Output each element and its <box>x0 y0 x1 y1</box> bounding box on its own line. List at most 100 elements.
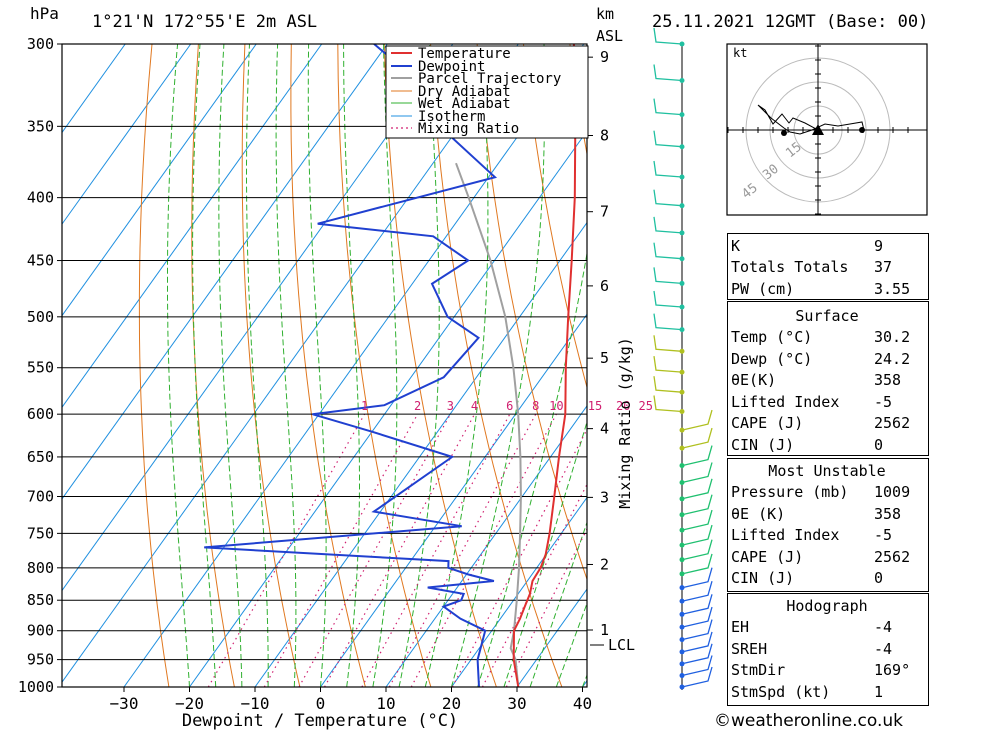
legend-temperature: Temperature <box>418 46 511 62</box>
surface-row: CIN (J) 0 <box>727 434 927 456</box>
row-value: 1009 <box>874 483 911 502</box>
wind-barb <box>653 27 683 45</box>
surface-row: Lifted Index -5 <box>727 391 927 413</box>
wind-barb <box>681 567 713 589</box>
wind-barb <box>653 290 683 308</box>
asl-label: ASL <box>596 27 624 45</box>
pressure-tick-label: 750 <box>27 524 54 542</box>
row-label: SREH <box>731 639 768 658</box>
surface-box <box>727 301 929 456</box>
surface-title: Surface <box>795 306 859 325</box>
row-label: CIN (J) <box>731 569 795 588</box>
wind-barb <box>653 335 683 352</box>
mixing-ratio-label: 2 <box>414 399 421 413</box>
index-label: PW (cm) <box>731 279 795 298</box>
temperature-tick-label: 0 <box>316 694 326 713</box>
pressure-tick-label: 400 <box>27 189 54 207</box>
wind-barb-point <box>679 112 685 118</box>
wind-barb <box>681 655 713 677</box>
temperature-tick-label: 30 <box>507 694 526 713</box>
wind-barb-point <box>679 527 685 533</box>
row-label: Pressure (mb) <box>731 483 849 502</box>
row-label: CAPE (J) <box>731 547 804 566</box>
hodograph-title: Hodograph <box>786 596 868 615</box>
wind-barb-point <box>679 496 685 502</box>
wind-barb-point <box>679 637 685 643</box>
wind-barb-point <box>679 327 685 333</box>
surface-table: Surface Temp (°C) 30.2 Dewp (°C) 24.2 θE(K… <box>727 305 927 456</box>
mu-row: Lifted Index -5 <box>727 525 927 547</box>
hodograph-trace <box>757 104 865 135</box>
hpa-unit-label: hPa <box>30 4 59 23</box>
wind-barb <box>681 631 713 653</box>
wind-barb-point <box>679 256 685 262</box>
wind-barb-point <box>679 661 685 667</box>
row-label: Lifted Index <box>731 392 840 411</box>
wind-barb-point <box>679 280 685 286</box>
pressure-tick-label: 850 <box>27 591 54 609</box>
hodograph-table: Hodograph EH -4 SREH -4 StmDir 169° StmSpd … <box>727 595 927 703</box>
hodo-row: StmSpd (kt) 1 <box>727 681 927 703</box>
mu-row: CIN (J) 0 <box>727 568 927 590</box>
wind-barb <box>681 581 713 602</box>
hodograph-unit: kt <box>733 46 747 60</box>
series-parcel-trajectory <box>455 162 522 687</box>
hodo-row: StmDir 169° <box>727 660 927 682</box>
legend-mixing-ratio: Mixing Ratio <box>418 121 519 137</box>
mixing-ratio-label: 8 <box>532 399 539 413</box>
row-label: Lifted Index <box>731 526 840 545</box>
row-label: Temp (°C) <box>731 328 813 347</box>
wind-barb <box>681 445 713 467</box>
footer-credit[interactable]: ©weatheronline.co.uk <box>714 711 904 731</box>
wind-barb <box>681 409 713 431</box>
wind-barb <box>681 643 713 665</box>
height-km-label: 1 <box>600 621 609 639</box>
hodograph: kt 15 30 45 <box>726 43 928 216</box>
pressure-tick-label: 800 <box>27 559 54 577</box>
km-unit-label: km <box>596 5 615 23</box>
height-km-label: 4 <box>600 420 609 438</box>
mixing-ratio-label: 3 <box>447 399 454 413</box>
row-value: 24.2 <box>874 349 911 368</box>
wind-barb <box>653 395 683 413</box>
height-km-label: 8 <box>600 126 609 144</box>
surface-row: Temp (°C) 30.2 <box>727 327 927 349</box>
pressure-tick-label: 600 <box>27 405 54 423</box>
height-km-label: 7 <box>600 203 609 221</box>
index-row-pw: PW (cm) 3.55 <box>727 278 927 300</box>
pressure-tick-label: 900 <box>27 622 54 640</box>
wind-barb-point <box>679 445 685 451</box>
height-km-label: 3 <box>600 488 609 506</box>
mixing-ratio-label: 15 <box>588 399 602 413</box>
wind-barb <box>681 509 713 531</box>
series-dewpoint <box>204 44 498 687</box>
wind-barb <box>653 216 683 234</box>
wind-barb-point <box>679 304 685 310</box>
wind-barb <box>681 666 713 688</box>
height-km-label: 5 <box>600 349 609 367</box>
pressure-tick-label: 700 <box>27 488 54 506</box>
most-unstable-box <box>727 458 929 592</box>
indices-box <box>727 233 929 300</box>
row-label: StmDir <box>731 661 786 680</box>
pressure-tick-label: 300 <box>27 35 54 53</box>
temperature-tick-label: 20 <box>442 694 461 713</box>
mu-row: θE (K) 358 <box>727 503 927 525</box>
row-label: CAPE (J) <box>731 414 804 433</box>
mixing-ratio-label: 10 <box>549 399 563 413</box>
row-value: -5 <box>874 526 893 545</box>
wind-barb <box>653 242 683 260</box>
plot-frame <box>61 43 588 688</box>
mixing-ratio-axis-label: Mixing Ratio (g/kg) <box>616 337 634 509</box>
wind-barb-point <box>679 673 685 679</box>
mixing-ratio-label: 6 <box>506 399 513 413</box>
legend-wet-adiabat: Wet Adiabat <box>418 96 511 112</box>
temperature-tick-label: −10 <box>241 694 270 713</box>
wind-barb <box>653 130 683 148</box>
legend-parcel: Parcel Trajectory <box>418 71 561 87</box>
wind-barb-point <box>679 144 685 150</box>
wind-barb-point <box>679 624 685 630</box>
lcl-label: LCL <box>608 636 635 654</box>
temperature-tick-label: −20 <box>175 694 204 713</box>
